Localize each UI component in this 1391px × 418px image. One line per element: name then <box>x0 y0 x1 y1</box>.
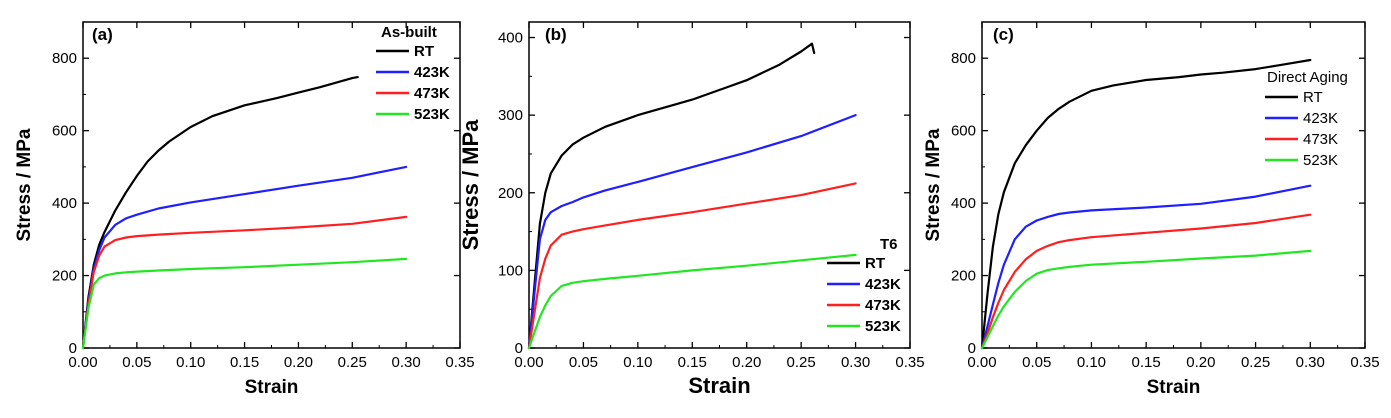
series-line-523k <box>980 249 1312 350</box>
legend-entry-423k: 423K <box>865 276 901 293</box>
x-axis-label: Strain <box>1147 377 1201 398</box>
series-line-rt <box>980 58 1312 350</box>
y-tick-label: 0 <box>968 340 976 357</box>
y-tick-label: 400 <box>498 30 523 47</box>
legend-entry-523k: 523K <box>1303 152 1338 169</box>
x-tick-label: 0.25 <box>1241 354 1270 371</box>
x-tick-label: 0.25 <box>338 354 367 371</box>
series-line-523k <box>81 257 408 350</box>
x-tick-label: 0.05 <box>122 354 151 371</box>
y-tick-label: 800 <box>951 50 976 67</box>
legend-entry-423k: 423K <box>1303 110 1338 127</box>
legend-entry-523k: 523K <box>865 318 901 335</box>
y-tick-label: 300 <box>498 107 523 124</box>
legend-entry-473k: 473K <box>865 297 901 314</box>
legend-entry-rt: RT <box>1303 89 1323 106</box>
x-tick-label: 0.05 <box>1022 354 1051 371</box>
x-tick-label: 0.30 <box>392 354 421 371</box>
series-line-rt <box>81 76 359 350</box>
x-tick-label: 0.10 <box>176 354 205 371</box>
x-tick-label: 0.30 <box>1296 354 1325 371</box>
series-line-473k <box>527 182 857 350</box>
y-axis-label: Stress / MPa <box>923 128 944 241</box>
y-tick-label: 200 <box>498 185 523 202</box>
x-tick-label: 0.20 <box>1186 354 1215 371</box>
x-axis-label: Strain <box>245 377 299 398</box>
legend-entry-473k: 473K <box>1303 131 1338 148</box>
legend-entry-473k: 473K <box>414 85 450 102</box>
x-tick-label: 0.35 <box>1350 354 1379 371</box>
x-tick-label: 0.15 <box>1132 354 1161 371</box>
y-tick-label: 400 <box>951 195 976 212</box>
panel-label: (c) <box>993 25 1014 44</box>
series-line-rt <box>527 42 816 350</box>
y-tick-label: 600 <box>52 123 77 140</box>
x-tick-label: 0.35 <box>895 354 924 371</box>
legend-entry-423k: 423K <box>414 64 450 81</box>
panel-label: (a) <box>92 25 113 44</box>
legend-entry-523k: 523K <box>414 106 450 123</box>
x-tick-label: 0.05 <box>569 354 598 371</box>
x-tick-label: 0.20 <box>284 354 313 371</box>
series-line-423k <box>527 114 857 350</box>
x-tick-label: 0.10 <box>1077 354 1106 371</box>
panel-label: (b) <box>545 25 567 44</box>
legend-entry-rt: RT <box>865 255 885 272</box>
y-tick-label: 100 <box>498 262 523 279</box>
x-tick-label: 0.00 <box>967 354 996 371</box>
legend-title: As-built <box>381 24 437 41</box>
x-tick-label: 0.15 <box>230 354 259 371</box>
y-tick-label: 400 <box>52 195 77 212</box>
y-tick-label: 0 <box>515 340 523 357</box>
y-axis-label: Stress / MPa <box>458 119 483 251</box>
y-tick-label: 200 <box>52 268 77 285</box>
y-axis-label: Stress / MPa <box>14 128 35 241</box>
x-tick-label: 0.25 <box>787 354 816 371</box>
series-line-423k <box>81 165 408 350</box>
series-line-523k <box>527 253 857 350</box>
panel-b: 0.00 0.05 0.10 0.15 0.20 0.25 0.30 0.35 0 100 200 3… <box>458 21 925 398</box>
y-tick-label: 600 <box>951 123 976 140</box>
x-tick-label: 0.00 <box>514 354 543 371</box>
series-line-423k <box>980 184 1312 350</box>
x-axis-label: Strain <box>688 373 750 398</box>
panel-a: 0.00 0.05 0.10 0.15 0.20 0.25 0.30 0.35 0 200 400 6… <box>14 21 475 398</box>
y-tick-label: 0 <box>69 340 77 357</box>
y-tick-label: 800 <box>52 50 77 67</box>
x-tick-label: 0.15 <box>678 354 707 371</box>
series-line-473k <box>980 213 1312 350</box>
x-tick-label: 0.10 <box>623 354 652 371</box>
legend-title: T6 <box>880 236 898 253</box>
y-tick-label: 200 <box>951 268 976 285</box>
x-tick-label: 0.00 <box>68 354 97 371</box>
legend-title: Direct Aging <box>1267 69 1348 86</box>
series-line-473k <box>81 215 408 350</box>
x-tick-label: 0.20 <box>732 354 761 371</box>
x-tick-label: 0.30 <box>841 354 870 371</box>
legend-entry-rt: RT <box>414 43 434 60</box>
x-tick-label: 0.35 <box>445 354 474 371</box>
panel-c: 0.00 0.05 0.10 0.15 0.20 0.25 0.30 0.35 0 200 400 6… <box>923 21 1380 398</box>
